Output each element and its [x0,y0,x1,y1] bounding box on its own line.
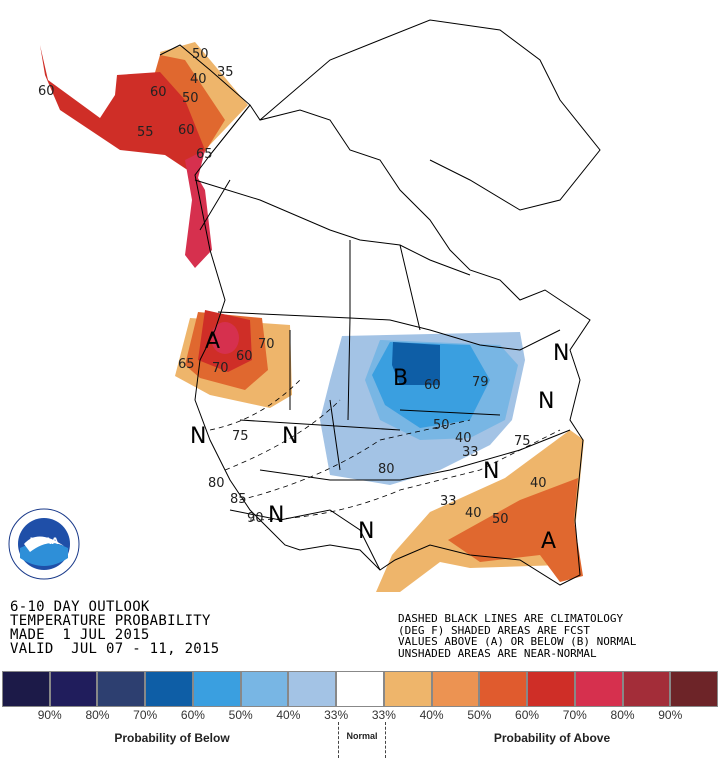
contour-label: 90 [247,511,264,526]
legend-swatch [288,671,337,707]
legend-tick-label: 70% [133,708,158,722]
above-label: A [541,529,556,554]
alaska-above-60 [40,45,205,175]
legend-tick-label: 40% [276,708,301,722]
legend-ticks: 90% 80% 70% 60% 50% 40% 33% 33% 40% 50% 60% 70% 80% 9… [0,708,719,724]
contour-label: 60 [150,85,167,100]
contour-label: 40 [530,476,547,491]
legend-swatch [192,671,241,707]
central-below-60 [392,342,440,385]
normal-label: N [538,389,554,414]
contour-label: 55 [137,125,154,140]
contour-label: 50 [192,47,209,62]
legend-swatch [97,671,146,707]
contour-label: 50 [182,91,199,106]
contour-labels: 60 50 40 35 55 60 60 50 65 65 70 60 70 6… [38,47,547,527]
legend-tick-label: 40% [419,708,444,722]
northwest-above-70 [211,322,239,354]
contour-label: 50 [433,418,450,433]
title-block: 6-10 DAY OUTLOOK TEMPERATURE PROBABILITY M… [10,600,220,656]
alaska-above-70 [185,150,212,268]
contour-label: 75 [514,434,531,449]
contour-label: 60 [236,349,253,364]
contour-label: 40 [190,72,207,87]
contour-label: 60 [38,84,55,99]
legend-swatch [670,671,719,707]
below-label: B [393,366,408,391]
noaa-logo: NOAA [8,508,80,580]
coastlines [159,19,601,586]
contour-label: 33 [462,445,479,460]
legend-tick-label: 80% [610,708,635,722]
contour-label: 60 [424,378,441,393]
valid-dates: VALID JUL 07 - 11, 2015 [10,641,220,657]
normal-label: N [190,424,206,449]
legend-swatch [383,671,432,707]
legend-tick-label: 50% [228,708,253,722]
contour-label: 70 [212,361,229,376]
note-line-2: (DEG F) SHADED AREAS ARE FCST [398,623,591,637]
contour-label: 85 [230,492,247,507]
probability-below-label: Probability of Below [114,731,230,745]
normal-label: N [282,424,298,449]
noaa-logo-text: NOAA [30,537,59,547]
legend-tick-label: 50% [467,708,492,722]
contour-label: 40 [465,506,482,521]
legend-color-bar [2,671,719,707]
note-line-3: VALUES ABOVE (A) OR BELOW (B) NORMAL [398,635,637,648]
legend-swatch [336,671,384,707]
normal-label: N [483,459,499,484]
normal-label: N [268,503,284,528]
contour-label: 60 [178,123,195,138]
legend-swatch [240,671,289,707]
above-label: A [205,329,220,354]
contour-label: 50 [492,512,509,527]
legend-tick-label: 70% [562,708,587,722]
legend-swatch [527,671,575,707]
normal-label-box: Normal [338,722,386,758]
legend-tick-label: 33% [324,708,349,722]
legend-tick-label: 90% [37,708,62,722]
legend-swatch [574,671,623,707]
normal-label: N [358,519,374,544]
legend-swatch [2,671,50,707]
legend-tick-label: 60% [515,708,540,722]
note-line-4: UNSHADED AREAS ARE NEAR-NORMAL [398,646,597,660]
probability-above-label: Probability of Above [493,731,611,745]
legend-swatch [622,671,671,707]
outlook-map: N N N N N N N A A B 60 50 40 35 55 60 60… [38,19,601,592]
map-letter-labels: N N N N N N N A A B [190,329,569,554]
contour-label: 80 [378,462,395,477]
note-block: DASHED BLACK LINES ARE CLIMATOLOGY (DEG F… [398,613,636,659]
contour-label: 33 [440,494,457,509]
legend-swatch [145,671,193,707]
title-line-1: 6-10 DAY OUTLOOK [10,599,150,615]
contour-label: 40 [455,431,472,446]
legend-swatch [431,671,480,707]
normal-label: N [553,341,569,366]
legend-swatch [479,671,528,707]
contour-label: 70 [258,337,275,352]
climatology-lines [209,379,561,521]
made-date: MADE 1 JUL 2015 [10,627,150,643]
contour-label: 79 [472,375,489,390]
contour-label: 35 [217,65,234,80]
contour-label: 65 [178,357,195,372]
legend-tick-label: 80% [85,708,110,722]
title-line-2: TEMPERATURE PROBABILITY [10,613,211,629]
legend-tick-label: 90% [658,708,683,722]
legend-swatch [49,671,98,707]
contour-label: 80 [208,476,225,491]
note-line-1: DASHED BLACK LINES ARE CLIMATOLOGY [398,612,624,625]
legend-tick-label: 60% [180,708,205,722]
legend-tick-label: 33% [371,708,396,722]
contour-label: 75 [232,429,249,444]
contour-label: 65 [196,147,213,162]
